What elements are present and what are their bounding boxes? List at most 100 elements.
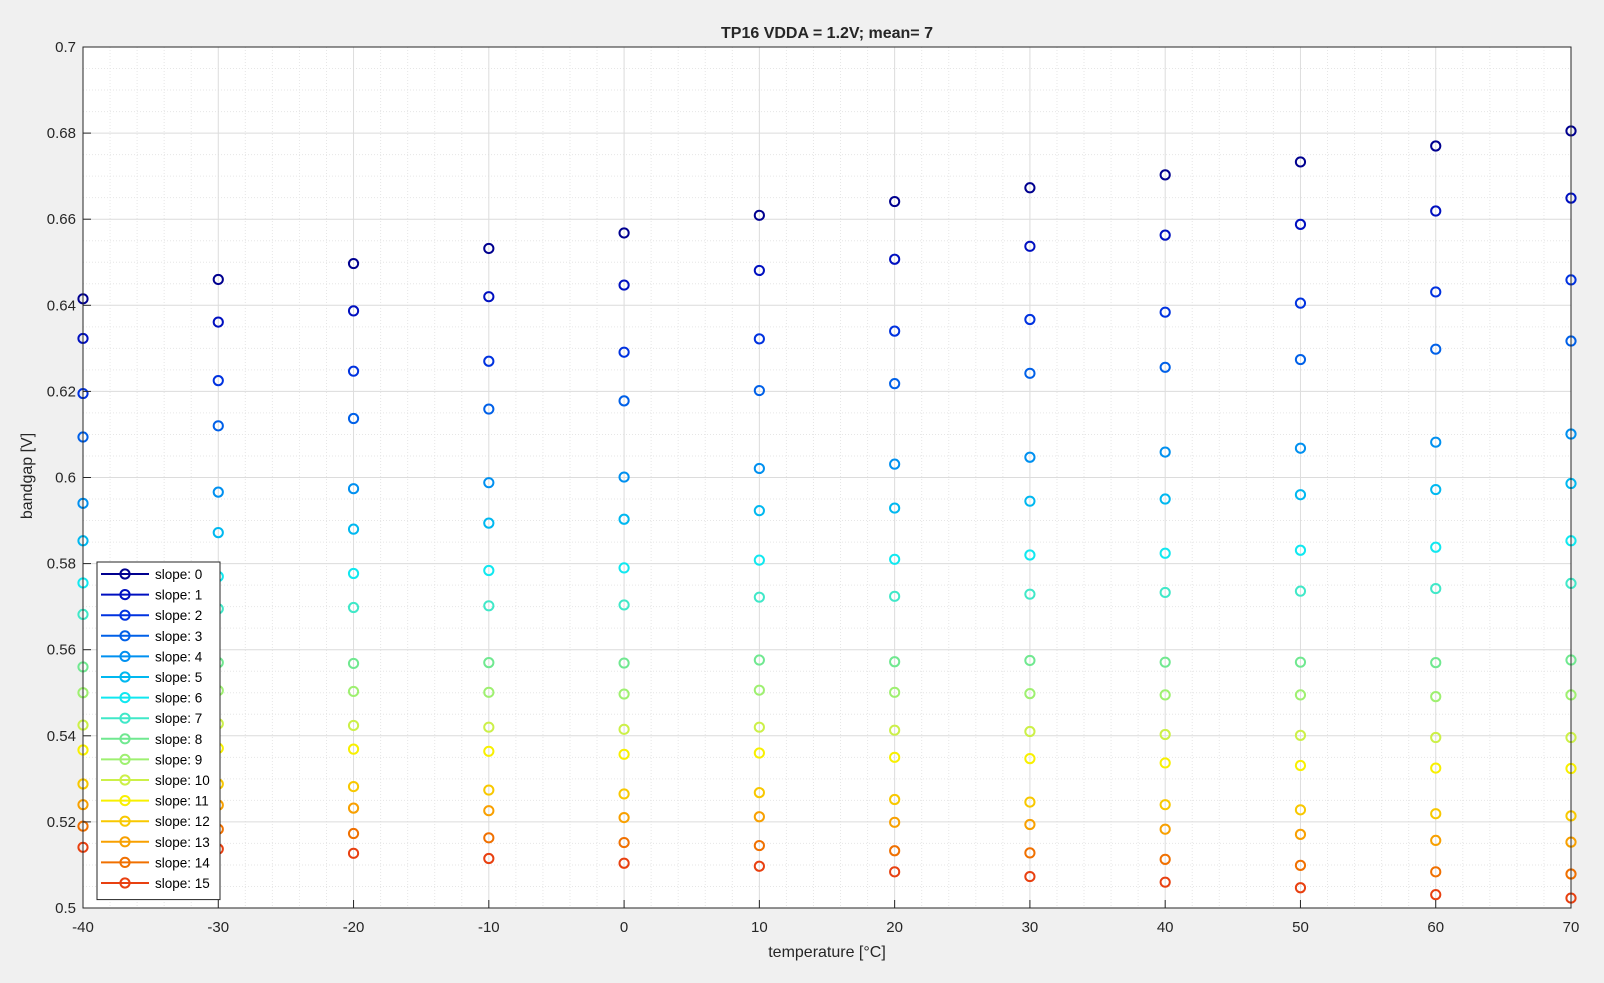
legend-label: slope: 0 (155, 567, 202, 582)
data-point (1159, 728, 1171, 741)
legend-marker (119, 630, 131, 642)
data-point (347, 685, 360, 698)
legend-item: slope: 14 (101, 855, 210, 870)
data-point (212, 273, 224, 286)
data-point (1430, 436, 1442, 448)
data-point (347, 827, 360, 840)
legend-marker (119, 774, 131, 786)
data-point (1294, 156, 1307, 168)
data-point (347, 365, 360, 377)
legend-label: slope: 3 (155, 629, 202, 644)
x-tick-label: -20 (343, 919, 365, 936)
data-point (347, 743, 360, 755)
data-point (1294, 489, 1307, 501)
legend-marker (119, 671, 131, 683)
legend-item: slope: 3 (101, 629, 202, 644)
y-axis-label: bandgap [V] (19, 433, 36, 519)
data-point (347, 305, 360, 317)
legend-label: slope: 12 (155, 814, 210, 829)
legend-marker (119, 650, 131, 663)
data-point (753, 384, 765, 397)
data-point (1294, 882, 1307, 894)
data-point (618, 599, 630, 611)
data-point (347, 719, 360, 732)
data-point (1024, 588, 1036, 600)
x-axis-label: temperature [°C] (768, 944, 886, 961)
legend-marker (119, 836, 131, 848)
data-point (753, 462, 765, 475)
y-tick-labels: 0.5 0.52 0.54 0.56 0.58 0.6 0.62 0.64 0.66 0.68 0.… (47, 39, 76, 917)
x-tick-label: 0 (620, 919, 628, 936)
x-tick-label: 50 (1292, 919, 1309, 936)
data-point (483, 477, 495, 489)
data-point (483, 242, 495, 255)
data-point (889, 751, 901, 763)
legend-marker (119, 692, 131, 704)
data-point (889, 590, 901, 602)
legend-marker (119, 753, 131, 766)
x-tick-label: 70 (1563, 919, 1580, 936)
legend-label: slope: 4 (155, 649, 203, 664)
data-point (618, 562, 630, 574)
data-point (1024, 495, 1036, 507)
legend-label: slope: 10 (155, 773, 210, 788)
y-tick-label: 0.7 (55, 39, 76, 56)
data-point (1159, 493, 1171, 505)
data-point (618, 748, 630, 760)
data-point (483, 657, 495, 669)
legend-item: slope: 13 (101, 835, 210, 850)
legend-label: slope: 14 (155, 855, 210, 870)
legend-item: slope: 6 (101, 691, 202, 706)
x-tick-labels: -40 -30 -20 -10 0 10 20 30 40 50 60 70 (72, 919, 1579, 936)
data-point (1430, 691, 1442, 703)
data-point (483, 745, 495, 757)
data-point (1024, 367, 1036, 379)
legend-box (96, 561, 221, 901)
data-point (1159, 586, 1171, 599)
data-point (618, 279, 630, 291)
data-point (483, 403, 495, 415)
data-point (1159, 823, 1171, 835)
legend-marker (119, 795, 131, 807)
axis-ticks (82, 46, 1572, 909)
data-point (1294, 544, 1307, 556)
data-point (1024, 870, 1036, 883)
data-point (483, 564, 495, 577)
data-point (1430, 731, 1442, 744)
data-point (1294, 804, 1307, 816)
data-point (1294, 218, 1307, 230)
data-point (1159, 306, 1171, 318)
data-point (1430, 140, 1442, 152)
data-point (618, 395, 630, 407)
data-point (618, 513, 630, 525)
data-point (889, 253, 901, 265)
data-point (1159, 799, 1171, 811)
data-point (347, 257, 360, 270)
data-point (1294, 729, 1307, 741)
legend-item: slope: 2 (101, 608, 202, 623)
data-point (1430, 582, 1442, 595)
series-12 (77, 778, 1577, 822)
data-point (618, 788, 630, 800)
data-point (889, 553, 901, 565)
data-point (1024, 182, 1036, 194)
data-point (483, 517, 495, 529)
data-point (1024, 847, 1036, 859)
minor-grid (83, 47, 1571, 908)
data-point (753, 860, 765, 872)
data-point (1294, 828, 1307, 840)
data-point (889, 378, 901, 390)
data-point (1294, 353, 1307, 366)
legend-marker (119, 733, 131, 745)
data-point (1430, 286, 1442, 298)
data-point (1159, 757, 1171, 769)
data-point (618, 471, 630, 483)
data-point (889, 866, 901, 878)
data-point (212, 527, 224, 539)
x-tick-label: 10 (751, 919, 768, 936)
data-point (1024, 549, 1036, 561)
legend-marker (119, 712, 131, 724)
data-point (1024, 451, 1036, 463)
legend-item: slope: 4 (101, 649, 203, 664)
data-point (1430, 541, 1442, 553)
